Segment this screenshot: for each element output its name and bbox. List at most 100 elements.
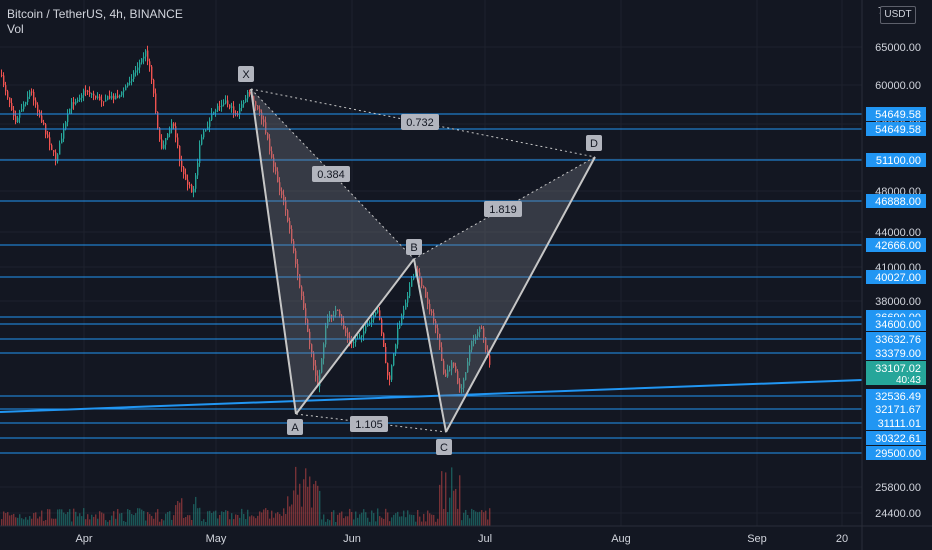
level-badge-label: 54649.58	[875, 124, 921, 136]
volume-bar	[207, 511, 209, 526]
candle-body	[271, 151, 273, 158]
candle-body	[237, 114, 239, 116]
volume-bar	[479, 511, 481, 526]
volume-bar	[47, 509, 49, 526]
volume-bar	[485, 510, 487, 526]
level-badge-label: 32171.67	[875, 404, 921, 416]
candle-body	[95, 95, 97, 98]
candle-body	[481, 327, 483, 329]
volume-bar	[435, 521, 437, 526]
pattern-ratio-badge	[401, 114, 439, 130]
candle-body	[485, 337, 487, 350]
candle-body	[411, 279, 413, 287]
candle-body	[181, 160, 183, 168]
candle-body	[155, 93, 157, 112]
candle-body	[37, 104, 39, 112]
volume-bar	[241, 508, 243, 526]
level-badge-label: 29500.00	[875, 448, 921, 460]
ascending-trend-line	[0, 379, 863, 413]
volume-bar	[299, 483, 301, 526]
candle-body	[61, 138, 63, 144]
volume-bar	[353, 519, 355, 526]
time-tick-label: 20	[836, 533, 848, 545]
candle-body	[117, 95, 119, 98]
candle-body	[319, 372, 321, 387]
candle-body	[199, 144, 201, 163]
volume-bar	[259, 511, 261, 526]
volume-bar	[37, 518, 39, 526]
candle-body	[307, 319, 309, 332]
volume-bar	[201, 521, 203, 526]
volume-bar	[249, 516, 251, 526]
candle-body	[149, 61, 151, 67]
pattern-point-label-c: C	[440, 442, 448, 454]
volume-bar	[141, 509, 143, 526]
volume-bar	[187, 515, 189, 526]
volume-indicator-label[interactable]: Vol	[7, 22, 24, 36]
candle-body	[263, 119, 265, 123]
candle-body	[5, 85, 7, 92]
candle-body	[451, 362, 453, 370]
pattern-ratio-label: 1.105	[355, 419, 383, 431]
candle-body	[417, 269, 419, 273]
candle-body	[337, 309, 339, 311]
currency-button[interactable]: USDT	[880, 6, 916, 24]
candle-body	[287, 210, 289, 222]
candle-body	[427, 297, 429, 304]
symbol-title[interactable]: Bitcoin / TetherUS, 4h, BINANCE	[7, 7, 183, 21]
pattern-triangle-bcd	[414, 157, 595, 432]
volume-bar	[123, 520, 125, 526]
price-tick-label: 44000.00	[875, 227, 921, 239]
candle-body	[365, 326, 367, 332]
volume-bar	[167, 511, 169, 526]
volume-bar	[135, 513, 137, 526]
candle-body	[461, 387, 463, 389]
volume-bar	[295, 466, 297, 526]
candle-body	[139, 62, 141, 68]
level-badge-label: 40027.00	[875, 272, 921, 284]
volume-bar	[107, 521, 109, 526]
volume-bar	[417, 509, 419, 526]
volume-bar	[277, 512, 279, 526]
candle-body	[91, 93, 93, 95]
level-badge-bg	[866, 238, 926, 252]
candle-body	[467, 361, 469, 373]
candle-body	[67, 113, 69, 123]
volume-bar	[331, 511, 333, 526]
time-tick-label: Jul	[478, 533, 492, 545]
pattern-point-badge-a	[287, 419, 303, 435]
candle-body	[449, 369, 451, 371]
volume-bar	[425, 521, 427, 526]
candle-body	[293, 241, 295, 251]
volume-bar	[253, 516, 255, 526]
volume-bar	[43, 520, 45, 526]
candle-body	[363, 331, 365, 336]
candle-body	[29, 91, 31, 97]
candle-body	[253, 96, 255, 102]
volume-bar	[113, 511, 115, 526]
candle-body	[73, 102, 75, 104]
candle-body	[133, 72, 135, 79]
volume-bar	[283, 508, 285, 526]
candle-body	[339, 310, 341, 316]
candle-body	[173, 123, 175, 127]
candle-body	[405, 302, 407, 310]
volume-bar	[163, 520, 165, 526]
volume-bar	[97, 518, 99, 526]
volume-bar	[293, 490, 295, 526]
volume-bar	[195, 496, 197, 526]
level-badge-label: 33379.00	[875, 348, 921, 360]
candle-body	[377, 310, 379, 313]
volume-bar	[125, 521, 127, 526]
volume-bar	[481, 510, 483, 526]
volume-bar	[1, 519, 3, 526]
volume-bar	[453, 490, 455, 526]
candle-body	[369, 322, 371, 324]
candle-body	[375, 312, 377, 315]
candle-body	[11, 102, 13, 111]
candle-body	[31, 91, 33, 93]
candle-body	[17, 117, 19, 123]
volume-bar	[11, 514, 13, 526]
candle-body	[455, 366, 457, 372]
